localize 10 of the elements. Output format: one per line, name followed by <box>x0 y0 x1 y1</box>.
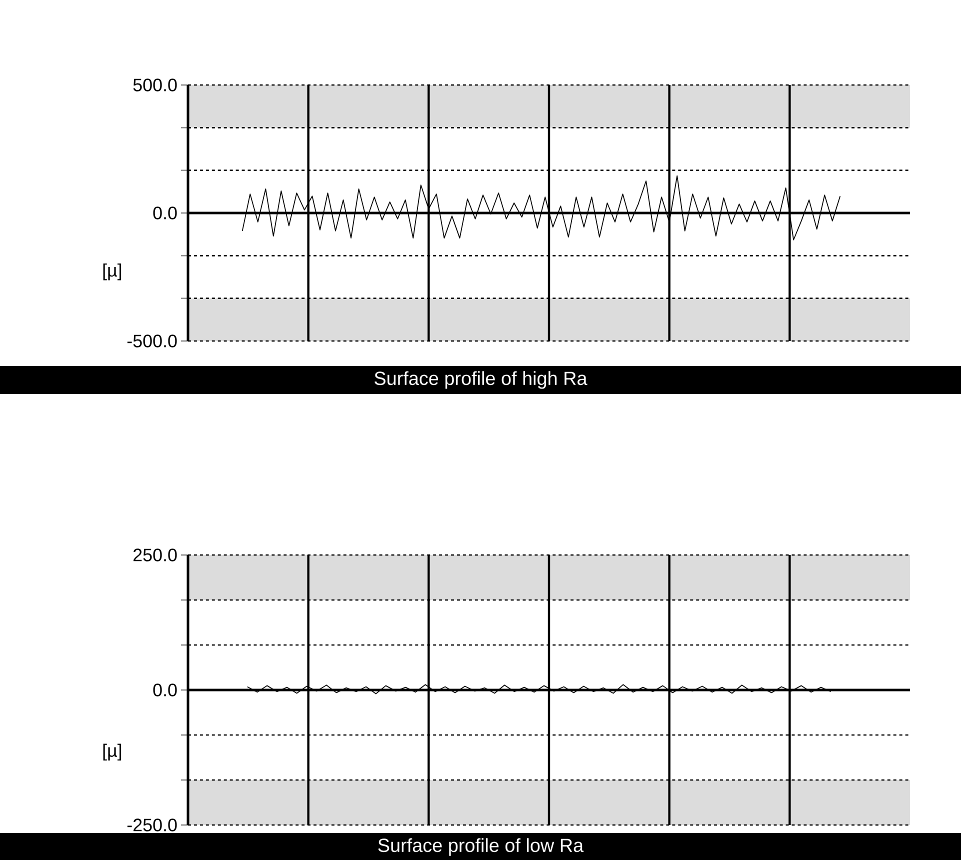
y-tick-label: 0.0 <box>153 206 177 220</box>
y-tick-label: -500.0 <box>127 334 177 348</box>
y-axis-title: [µ] <box>103 744 122 760</box>
y-tick-label: -250.0 <box>127 818 177 832</box>
y-tick-label: 0.0 <box>153 684 177 696</box>
x-axis-title: Surface profile of high Ra <box>374 371 588 389</box>
y-tick-label: 250.0 <box>134 548 177 562</box>
y-axis-title: [µ] <box>103 264 122 280</box>
x-axis-title: Surface profile of low Ra <box>378 838 584 856</box>
y-tick-label: 500.0 <box>133 78 177 92</box>
